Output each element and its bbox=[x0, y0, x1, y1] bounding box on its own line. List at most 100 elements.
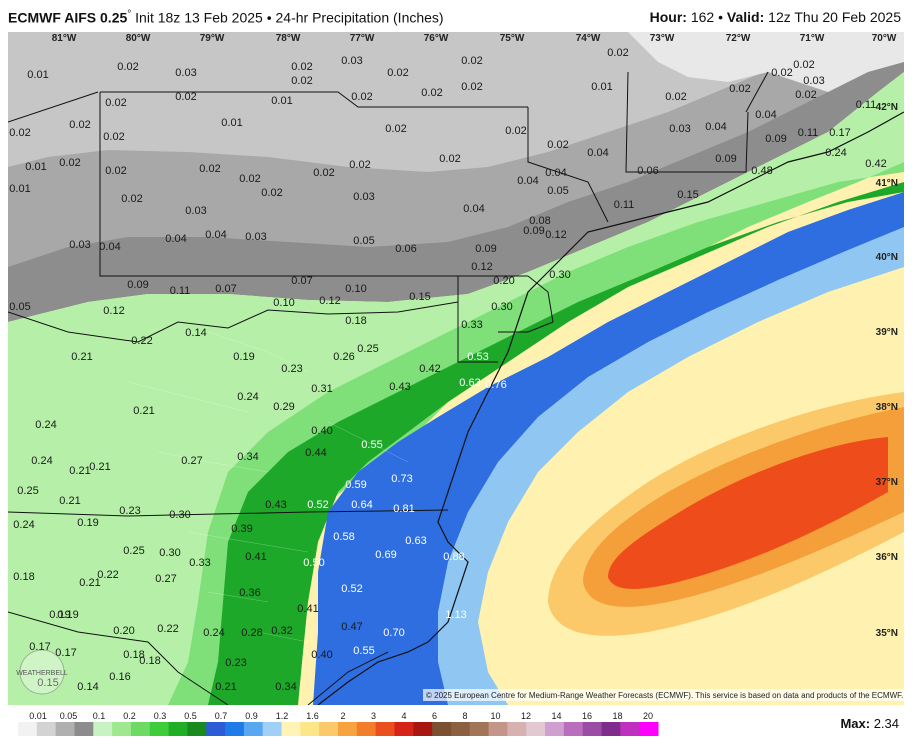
precip-value-label: 1.13 bbox=[445, 609, 466, 621]
precipitation-map[interactable]: 0.01 0.02 0.03 0.02 0.02 0.02 0.02 0.03 0.02 0.02… bbox=[8, 32, 904, 705]
precip-value-label: 0.02 bbox=[729, 83, 750, 95]
precip-value-label: 0.33 bbox=[189, 557, 210, 569]
precip-value-label: 0.23 bbox=[119, 505, 140, 517]
precip-value-label: 0.30 bbox=[491, 301, 512, 313]
precip-value-label: 0.02 bbox=[117, 61, 138, 73]
precip-value-label: 0.41 bbox=[245, 551, 266, 563]
precip-value-label: 0.04 bbox=[205, 229, 226, 241]
precip-value-label: 0.48 bbox=[751, 165, 772, 177]
precip-value-label: 0.02 bbox=[771, 67, 792, 79]
colorbar-tick-label: 1.2 bbox=[276, 711, 289, 721]
precip-value-label: 0.03 bbox=[185, 205, 206, 217]
colorbar-swatch bbox=[55, 722, 75, 736]
precip-value-label: 0.02 bbox=[261, 187, 282, 199]
precip-value-label: 0.41 bbox=[297, 603, 318, 615]
precip-band-light-blue bbox=[438, 227, 904, 705]
colorbar-swatch bbox=[639, 722, 659, 736]
county-lines bbox=[127, 331, 409, 643]
precip-value-label: 0.09 bbox=[765, 133, 786, 145]
precip-value-label: 0.04 bbox=[705, 121, 726, 133]
header-bar: ECMWF AIFS 0.25° Init 18z 13 Feb 2025 • … bbox=[0, 0, 913, 32]
precip-value-label: 0.01 bbox=[221, 117, 242, 129]
colorbar-tick-label: 6 bbox=[432, 711, 437, 721]
precip-value-label: 0.43 bbox=[389, 381, 410, 393]
colorbar-tick-label: 20 bbox=[643, 711, 653, 721]
precip-value-label: 0.63 bbox=[405, 535, 426, 547]
colorbar-tick-label: 4 bbox=[401, 711, 406, 721]
precip-value-label: 0.02 bbox=[351, 91, 372, 103]
precip-value-label: 0.24 bbox=[203, 627, 224, 639]
colorbar-swatch bbox=[112, 722, 132, 736]
precip-value-label: 0.02 bbox=[103, 131, 124, 143]
precip-value-label: 0.28 bbox=[241, 627, 262, 639]
precip-value-label: 0.02 bbox=[385, 123, 406, 135]
precip-value-label: 0.55 bbox=[353, 645, 374, 657]
precip-value-label: 0.02 bbox=[439, 153, 460, 165]
colorbar-swatch bbox=[225, 722, 245, 736]
precip-value-label: 0.32 bbox=[271, 625, 292, 637]
precip-value-label: 0.30 bbox=[549, 269, 570, 281]
hour-label: Hour: bbox=[649, 9, 687, 25]
colorbar-swatch bbox=[601, 722, 621, 736]
precip-value-label: 0.02 bbox=[505, 125, 526, 137]
precip-value-label: 0.23 bbox=[225, 657, 246, 669]
precip-value-label: 0.22 bbox=[97, 569, 118, 581]
precip-value-label: 0.40 bbox=[311, 425, 332, 437]
precip-value-label: 0.59 bbox=[345, 479, 366, 491]
precip-value-label: 0.03 bbox=[245, 231, 266, 243]
precip-value-label: 0.27 bbox=[181, 455, 202, 467]
precip-value-label: 0.06 bbox=[395, 243, 416, 255]
longitude-label: 81°W bbox=[52, 33, 77, 44]
precip-value-label: 0.03 bbox=[803, 75, 824, 87]
colorbar-swatch bbox=[18, 722, 38, 736]
colorbar-swatch bbox=[526, 722, 546, 736]
precip-value-label: 0.02 bbox=[59, 157, 80, 169]
longitude-label: 78°W bbox=[276, 33, 301, 44]
precip-value-label: 0.04 bbox=[463, 203, 484, 215]
precip-value-label: 0.07 bbox=[215, 283, 236, 295]
precip-values: 0.01 0.02 0.03 0.02 0.02 0.02 0.02 0.03 0.02 0.02… bbox=[9, 47, 886, 693]
precip-value-label: 0.11 bbox=[170, 285, 191, 297]
precip-value-label: 0.02 bbox=[199, 163, 220, 175]
precip-value-label: 0.02 bbox=[313, 167, 334, 179]
colorbar-swatch bbox=[507, 722, 527, 736]
precip-value-label: 0.23 bbox=[281, 363, 302, 375]
precip-value-label: 0.44 bbox=[305, 447, 326, 459]
precip-value-label: 0.21 bbox=[71, 351, 92, 363]
colorbar-tick-label: 14 bbox=[551, 711, 561, 721]
precip-value-label: 0.11 bbox=[856, 99, 877, 111]
colorbar-swatch bbox=[149, 722, 170, 736]
precip-value-label: 0.12 bbox=[545, 229, 566, 241]
precip-value-label: 0.24 bbox=[35, 419, 56, 431]
precip-value-label: 0.04 bbox=[517, 175, 538, 187]
precip-value-label: 0.02 bbox=[105, 165, 126, 177]
precip-value-label: 0.02 bbox=[69, 119, 90, 131]
precip-value-label: 0.24 bbox=[13, 519, 34, 531]
colorbar-tick-label: 0.3 bbox=[154, 711, 167, 721]
precip-value-label: 0.21 bbox=[215, 681, 236, 693]
precip-value-label: 0.17 bbox=[829, 127, 850, 139]
latitude-label: 38°N bbox=[876, 402, 898, 413]
separator-bullet-2: • bbox=[718, 9, 724, 25]
coastline bbox=[317, 111, 904, 705]
precip-value-label: 0.03 bbox=[175, 67, 196, 79]
colorbar-swatch bbox=[413, 722, 433, 736]
colorbar: 0.01 0.05 0.1 0.2 0.3 0.5 0.7 0.9 1.2 1.6 2 3 4 6 8 10 1… bbox=[18, 711, 659, 736]
precip-value-label: 0.02 bbox=[665, 91, 686, 103]
longitude-label: 70°W bbox=[872, 33, 897, 44]
precip-value-label: 0.34 bbox=[237, 451, 258, 463]
precip-value-label: 0.01 bbox=[591, 81, 612, 93]
precip-value-label: 0.42 bbox=[865, 158, 886, 170]
precip-value-label: 0.20 bbox=[113, 625, 134, 637]
colorbar-tick-label: 0.01 bbox=[29, 711, 47, 721]
precip-value-label: 0.27 bbox=[155, 573, 176, 585]
precip-value-label: 0.02 bbox=[175, 91, 196, 103]
colorbar-tick-label: 0.5 bbox=[184, 711, 197, 721]
precip-value-label: 0.19 bbox=[233, 351, 254, 363]
precip-value-label: 0.64 bbox=[351, 499, 372, 511]
precip-value-label: 0.04 bbox=[165, 233, 186, 245]
colorbar-swatch bbox=[130, 722, 151, 736]
precip-value-label: 0.19 bbox=[57, 609, 78, 621]
colorbar-tick-label: 0.9 bbox=[245, 711, 258, 721]
precip-value-label: 0.25 bbox=[357, 343, 378, 355]
